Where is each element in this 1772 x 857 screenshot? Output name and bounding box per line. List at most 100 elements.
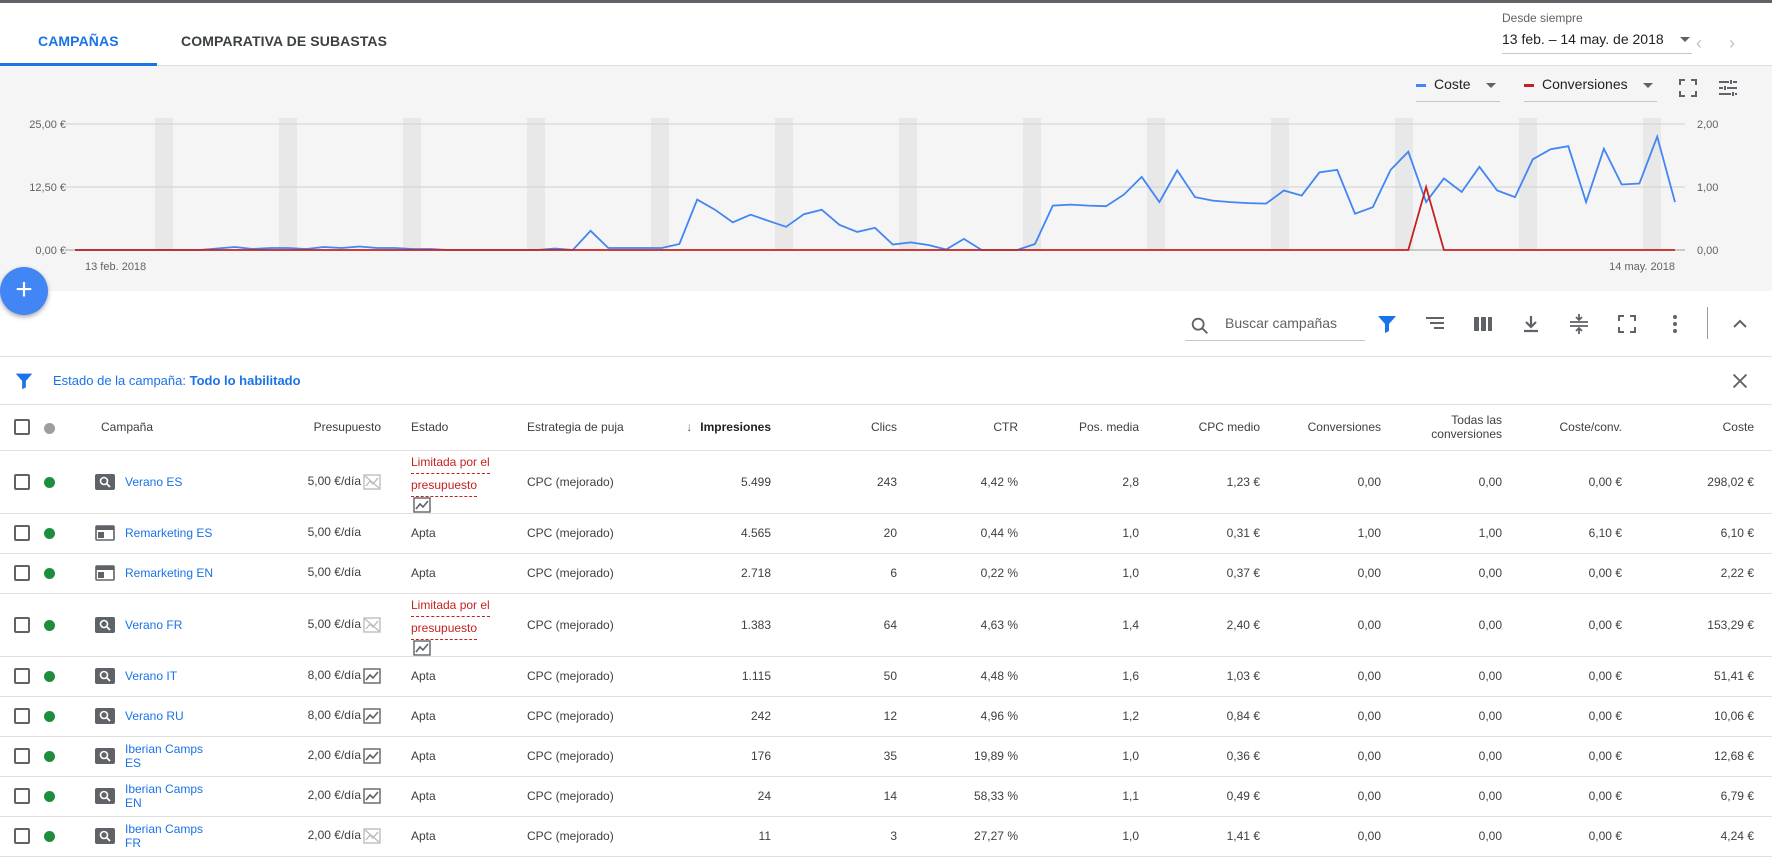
- search-box[interactable]: [1185, 309, 1365, 341]
- fullscreen-icon[interactable]: [1676, 76, 1700, 100]
- table-row[interactable]: Iberian Camps EN 2,00 €/día Apta CPC (mejor…: [0, 776, 1772, 817]
- budget-value[interactable]: 2,00 €/día: [307, 828, 361, 843]
- campaign-name-link[interactable]: Iberian Camps FR: [125, 822, 204, 850]
- budget-value[interactable]: 2,00 €/día: [307, 788, 361, 803]
- enabled-status-dot[interactable]: [44, 711, 55, 723]
- row-checkbox[interactable]: [14, 525, 30, 541]
- status-limited-label[interactable]: Limitada por el: [411, 451, 490, 474]
- table-row[interactable]: Verano IT 8,00 €/día Apta CPC (mejorado) 1.1…: [0, 656, 1772, 697]
- col-cost[interactable]: Coste: [1622, 405, 1772, 451]
- all-conversions-cell: 1,00: [1381, 513, 1502, 554]
- tab-campaigns[interactable]: CAMPAÑAS: [38, 33, 119, 49]
- col-all-conversions[interactable]: Todas las conversiones: [1381, 405, 1502, 451]
- table-row[interactable]: Verano ES 5,00 €/día Limitada por el presup…: [0, 450, 1772, 514]
- tune-icon[interactable]: [1716, 76, 1740, 100]
- chart-icon[interactable]: [363, 668, 381, 684]
- col-campaign[interactable]: Campaña: [83, 405, 271, 451]
- campaign-name-link[interactable]: Verano FR: [125, 617, 183, 632]
- row-checkbox[interactable]: [14, 748, 30, 764]
- row-checkbox[interactable]: [14, 616, 30, 633]
- select-all-checkbox[interactable]: [14, 419, 30, 436]
- budget-value[interactable]: 2,00 €/día: [307, 748, 361, 763]
- chevron-left-icon[interactable]: ‹: [1696, 33, 1702, 53]
- table-row[interactable]: Iberian Camps FR 2,00 €/día Apta CPC (mejor…: [0, 816, 1772, 857]
- chart-off-icon[interactable]: [363, 828, 381, 844]
- table-row[interactable]: Verano FR 5,00 €/día Limitada por el presup…: [0, 593, 1772, 657]
- columns-icon[interactable]: [1471, 312, 1495, 336]
- campaign-name-link[interactable]: Verano RU: [125, 709, 184, 723]
- budget-value[interactable]: 8,00 €/día: [307, 708, 361, 723]
- row-density-icon[interactable]: [1567, 312, 1591, 336]
- status-limited-label-2[interactable]: presupuesto: [411, 474, 478, 497]
- table-row[interactable]: Remarketing EN 5,00 €/día Apta CPC (mejorad…: [0, 553, 1772, 594]
- row-checkbox[interactable]: [14, 708, 30, 724]
- expand-icon[interactable]: [1615, 312, 1639, 336]
- col-status[interactable]: Estado: [381, 405, 500, 451]
- col-cost-per-conv[interactable]: Coste/conv.: [1502, 405, 1622, 451]
- row-checkbox[interactable]: [14, 788, 30, 804]
- table-row[interactable]: Remarketing ES 5,00 €/día Apta CPC (mejorad…: [0, 513, 1772, 554]
- campaign-name-link[interactable]: Verano ES: [125, 474, 183, 489]
- col-clicks[interactable]: Clics: [775, 405, 897, 451]
- budget-value[interactable]: 5,00 €/día: [307, 565, 361, 580]
- enabled-status-dot[interactable]: [44, 671, 55, 683]
- table-row[interactable]: Iberian Camps ES 2,00 €/día Apta CPC (mejor…: [0, 736, 1772, 777]
- status-limited-label[interactable]: Limitada por el: [411, 594, 490, 617]
- collapse-icon[interactable]: [1728, 312, 1752, 336]
- row-checkbox[interactable]: [14, 565, 30, 581]
- chart-icon[interactable]: [413, 496, 431, 513]
- row-status-cell: [44, 736, 83, 777]
- campaign-name-link[interactable]: Remarketing EN: [125, 566, 214, 580]
- impressions-cell: 5.499: [627, 450, 775, 514]
- enabled-status-dot[interactable]: [44, 476, 55, 488]
- col-budget[interactable]: Presupuesto: [271, 405, 381, 451]
- campaign-name-link[interactable]: Verano IT: [125, 669, 178, 683]
- filter-icon[interactable]: [1375, 312, 1399, 336]
- date-range-picker[interactable]: Desde siempre 13 feb. – 14 may. de 2018: [1502, 11, 1692, 54]
- metric-selector-right[interactable]: Conversiones: [1524, 76, 1657, 102]
- chart-icon[interactable]: [363, 708, 381, 724]
- tab-auction-insights[interactable]: COMPARATIVA DE SUBASTAS: [181, 33, 388, 49]
- download-icon[interactable]: [1519, 312, 1543, 336]
- enabled-status-dot[interactable]: [44, 831, 55, 843]
- enabled-status-dot[interactable]: [44, 568, 55, 580]
- enabled-status-dot[interactable]: [44, 528, 55, 540]
- budget-value[interactable]: 5,00 €/día: [307, 616, 361, 631]
- chart-off-icon[interactable]: [363, 473, 381, 490]
- table-row[interactable]: Verano RU 8,00 €/día Apta CPC (mejorado) 242…: [0, 696, 1772, 737]
- col-avg-cpc[interactable]: CPC medio: [1139, 405, 1260, 451]
- budget-value[interactable]: 8,00 €/día: [307, 668, 361, 683]
- add-campaign-button[interactable]: +: [0, 267, 48, 315]
- campaign-name-link[interactable]: Remarketing ES: [125, 526, 213, 540]
- budget-value[interactable]: 5,00 €/día: [307, 525, 361, 540]
- metric-selector-left[interactable]: Coste: [1416, 76, 1500, 102]
- close-icon[interactable]: [1729, 370, 1751, 392]
- col-impressions[interactable]: ↓ Impresiones: [627, 405, 775, 451]
- status-label: Apta: [411, 789, 436, 803]
- enabled-status-dot[interactable]: [44, 751, 55, 763]
- row-checkbox[interactable]: [14, 473, 30, 490]
- budget-value[interactable]: 5,00 €/día: [307, 473, 361, 488]
- chart-off-icon[interactable]: [363, 616, 381, 633]
- chart-icon[interactable]: [413, 639, 431, 656]
- enabled-status-dot[interactable]: [44, 619, 55, 631]
- chart-icon[interactable]: [363, 748, 381, 764]
- col-bid-strategy[interactable]: Estrategia de puja: [500, 405, 627, 451]
- enabled-status-dot[interactable]: [44, 791, 55, 803]
- chart-icon[interactable]: [363, 788, 381, 804]
- search-input[interactable]: [1225, 315, 1363, 331]
- chevron-right-icon[interactable]: ›: [1729, 33, 1735, 53]
- status-limited-label-2[interactable]: presupuesto: [411, 617, 478, 640]
- col-ctr[interactable]: CTR: [897, 405, 1018, 451]
- cost-per-conv-cell: 6,10 €: [1502, 513, 1622, 554]
- campaign-name-link[interactable]: Iberian Camps ES: [125, 742, 204, 770]
- more-vert-icon[interactable]: [1663, 312, 1687, 336]
- campaign-name-link[interactable]: Iberian Camps EN: [125, 782, 204, 810]
- col-avg-position[interactable]: Pos. media: [1018, 405, 1139, 451]
- active-filter-chip[interactable]: Estado de la campaña: Todo lo habilitado: [53, 373, 301, 388]
- row-checkbox[interactable]: [14, 668, 30, 684]
- segment-icon[interactable]: [1423, 312, 1447, 336]
- date-range-value[interactable]: 13 feb. – 14 may. de 2018: [1502, 31, 1692, 54]
- col-conversions[interactable]: Conversiones: [1260, 405, 1381, 451]
- row-checkbox[interactable]: [14, 828, 30, 844]
